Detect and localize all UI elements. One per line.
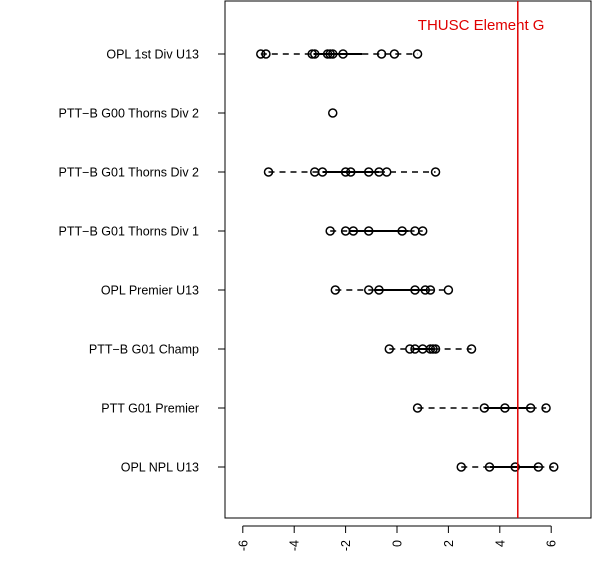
data-point (510, 462, 520, 472)
data-point (322, 49, 333, 59)
data-point (533, 462, 544, 472)
data-point (428, 344, 438, 354)
x-axis: -6 -4 -2 0 2 4 6 (236, 525, 559, 551)
category-label: PTT G01 Premier (101, 402, 199, 416)
data-point (325, 49, 335, 59)
data-point (479, 403, 490, 413)
data-point (484, 462, 495, 472)
data-point (420, 285, 431, 295)
box-group (260, 53, 554, 468)
category-label: PTT−B G01 Champ (89, 343, 199, 357)
data-point (307, 49, 317, 59)
data-point (363, 167, 374, 177)
data-point (384, 344, 395, 354)
category-label: OPL 1st Div U13 (106, 48, 199, 62)
point-group (256, 49, 559, 472)
data-point (345, 167, 356, 177)
data-point (363, 285, 374, 295)
data-point (456, 462, 466, 472)
data-point (374, 285, 384, 295)
data-point (410, 285, 420, 295)
data-point (338, 49, 348, 59)
data-point (405, 344, 415, 354)
category-label: PTT−B G01 Thorns Div 2 (59, 166, 199, 180)
data-point (430, 344, 441, 354)
data-point (443, 285, 454, 295)
data-point (325, 226, 335, 236)
data-point (525, 403, 536, 413)
category-label: OPL Premier U13 (101, 284, 199, 298)
data-point (328, 108, 338, 118)
data-point (310, 49, 320, 59)
data-point (381, 167, 392, 177)
data-point (417, 226, 428, 236)
data-point (466, 344, 477, 354)
data-point (261, 49, 271, 59)
category-label: PTT−B G00 Thorns Div 2 (59, 107, 199, 121)
x-tick-label: -4 (288, 540, 302, 551)
data-point (256, 49, 266, 59)
data-point (328, 49, 338, 59)
data-point (549, 462, 559, 472)
category-label: OPL NPL U13 (121, 461, 199, 475)
data-point (425, 344, 436, 354)
data-point (425, 285, 436, 295)
category-labels: OPL 1st Div U13 PTT−B G00 Thorns Div 2 PTT… (59, 48, 225, 475)
data-point (363, 226, 374, 236)
data-point (430, 167, 441, 177)
data-point (389, 49, 400, 59)
plot-frame (224, 0, 592, 519)
x-tick-label: -2 (339, 540, 353, 551)
data-point (263, 167, 274, 177)
data-point (541, 403, 551, 413)
category-label: PTT−B G01 Thorns Div 1 (59, 225, 199, 239)
data-point (317, 167, 328, 177)
data-point (412, 49, 423, 59)
data-point (376, 49, 387, 59)
x-tick-label: 4 (493, 540, 507, 547)
x-tick-label: 6 (545, 540, 559, 547)
x-tick-label: -6 (236, 540, 250, 551)
reference-line-label: THUSC Element G (418, 17, 545, 34)
x-tick-label: 2 (442, 540, 456, 547)
data-point (500, 403, 510, 413)
data-point (397, 226, 407, 236)
data-point (340, 167, 351, 177)
x-tick-label: 0 (391, 540, 405, 547)
data-point (412, 403, 423, 413)
data-point (348, 226, 359, 236)
data-point (330, 285, 341, 295)
